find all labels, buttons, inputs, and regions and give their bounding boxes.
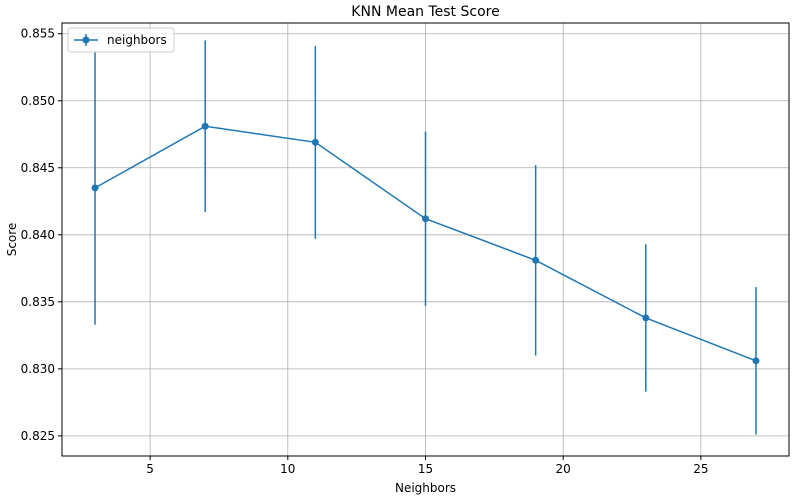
data-point: [311, 138, 319, 146]
x-axis-label: Neighbors: [395, 481, 456, 495]
y-tick-label: 0.840: [21, 228, 55, 242]
chart-title: KNN Mean Test Score: [351, 4, 499, 20]
y-tick-label: 0.845: [21, 161, 55, 175]
x-tick-label: 5: [146, 462, 154, 476]
data-point: [642, 314, 650, 322]
axis-ticks: 5 10 15 20 25 0.825 0.830 0.835 0.840 0.845 0.850 0…: [21, 27, 709, 476]
legend: neighbors: [67, 27, 175, 53]
data-point: [422, 215, 429, 223]
y-tick-label: 0.850: [21, 94, 55, 108]
y-tick-label: 0.835: [21, 295, 55, 309]
x-tick-label: 15: [418, 462, 433, 476]
x-tick-label: 10: [280, 462, 295, 476]
series-layer: [91, 40, 760, 435]
x-tick-label: 25: [693, 462, 708, 476]
legend-box: [67, 27, 175, 53]
x-tick-label: 20: [556, 462, 571, 476]
y-tick-label: 0.830: [21, 362, 55, 376]
data-point: [201, 122, 209, 130]
legend-marker: [82, 36, 90, 44]
data-point: [532, 256, 540, 264]
data-point: [91, 184, 99, 192]
y-tick-label: 0.855: [21, 27, 55, 41]
legend-label: neighbors: [107, 33, 167, 47]
data-point: [752, 357, 760, 365]
y-axis-label: Score: [5, 223, 19, 257]
y-tick-label: 0.825: [21, 429, 55, 443]
